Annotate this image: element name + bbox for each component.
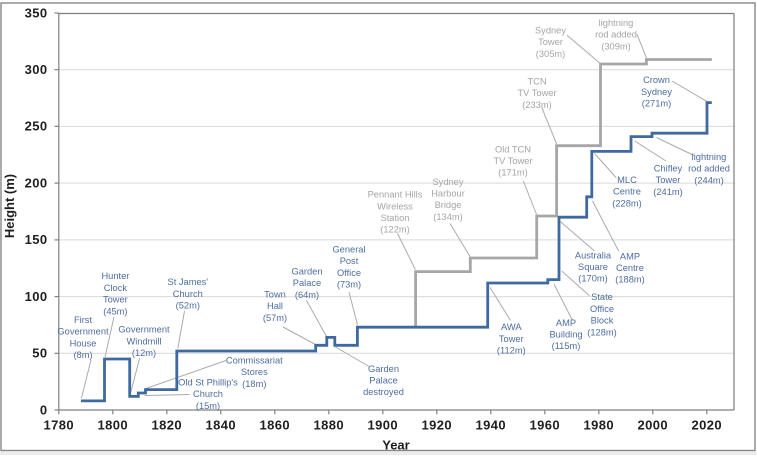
svg-text:350: 350 <box>25 5 48 20</box>
svg-text:250: 250 <box>25 119 48 134</box>
svg-text:1920: 1920 <box>422 418 453 433</box>
svg-text:1840: 1840 <box>206 418 237 433</box>
svg-text:1900: 1900 <box>368 418 399 433</box>
svg-text:1880: 1880 <box>314 418 345 433</box>
svg-text:0: 0 <box>40 402 48 417</box>
svg-text:1860: 1860 <box>260 418 291 433</box>
svg-text:300: 300 <box>25 62 48 77</box>
svg-text:St James'Church(52m): St James' Church (52m) <box>168 277 209 310</box>
svg-text:1780: 1780 <box>44 418 75 433</box>
svg-text:Year: Year <box>382 438 409 453</box>
svg-text:1960: 1960 <box>530 418 561 433</box>
svg-text:2000: 2000 <box>638 418 669 433</box>
svg-text:50: 50 <box>32 346 47 361</box>
svg-text:150: 150 <box>25 232 48 247</box>
svg-text:2020: 2020 <box>692 418 723 433</box>
svg-text:Height (m): Height (m) <box>2 174 17 238</box>
svg-text:200: 200 <box>25 175 48 190</box>
svg-text:1820: 1820 <box>152 418 183 433</box>
svg-text:1800: 1800 <box>98 418 129 433</box>
svg-text:1940: 1940 <box>476 418 507 433</box>
svg-text:1980: 1980 <box>584 418 615 433</box>
svg-text:100: 100 <box>25 289 48 304</box>
